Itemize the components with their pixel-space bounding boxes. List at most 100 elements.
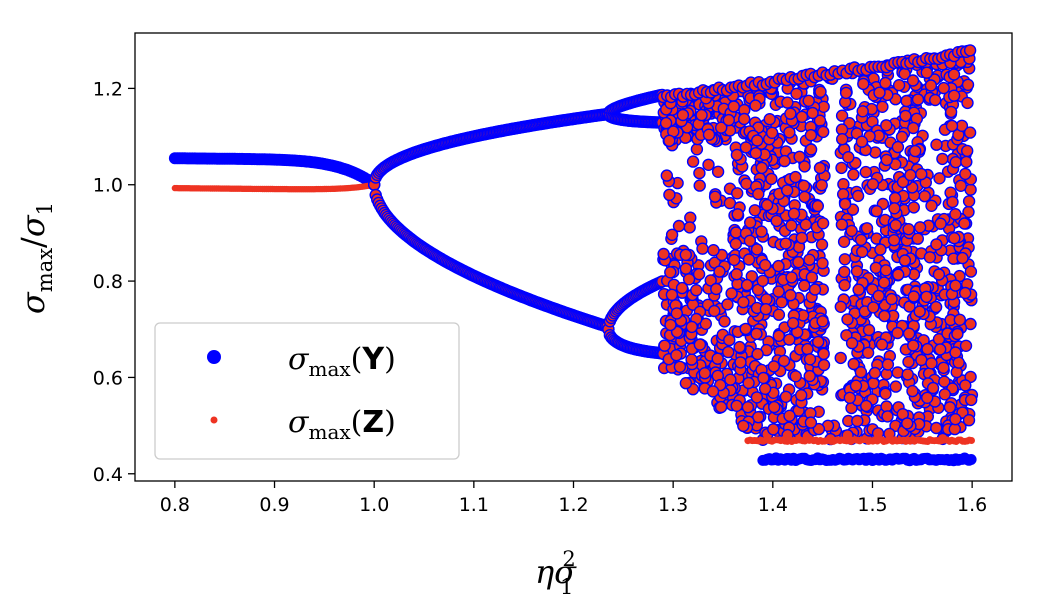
point-chaos	[793, 150, 806, 164]
point-chaos	[849, 379, 863, 392]
point-chaos	[657, 247, 670, 261]
point-chaos	[880, 153, 893, 167]
point-chaos	[711, 165, 725, 179]
point-chaos	[907, 201, 920, 214]
point-chaos	[874, 243, 887, 256]
y-tick-label: 1.0	[93, 175, 123, 197]
point-chaos	[879, 76, 892, 90]
point-chaos	[949, 279, 962, 292]
point-chaos	[949, 413, 962, 426]
point-chaos	[737, 296, 750, 309]
point-chaos	[808, 283, 822, 296]
point-chaos	[937, 81, 950, 95]
point-chaos	[902, 355, 915, 369]
point-chaos	[698, 367, 711, 380]
point-floor-z	[968, 437, 975, 444]
point-chaos	[759, 303, 773, 316]
point-chaos-top	[963, 44, 977, 57]
point-chaos	[702, 128, 716, 141]
point-chaos	[877, 276, 891, 289]
point-chaos	[795, 231, 808, 245]
point-chaos	[856, 105, 869, 118]
point-chaos	[742, 376, 755, 390]
point-chaos	[838, 197, 852, 211]
point-chaos	[888, 191, 902, 205]
point-chaos	[902, 327, 916, 340]
point-chaos	[838, 265, 851, 279]
point-chaos	[872, 289, 885, 303]
point-chaos	[665, 288, 679, 301]
point-chaos	[854, 233, 868, 247]
point-chaos	[730, 268, 743, 281]
point-chaos	[891, 140, 905, 154]
point-chaos	[868, 366, 882, 380]
point-chaos	[798, 190, 811, 204]
point-chaos	[911, 93, 925, 106]
point-chaos	[875, 338, 889, 351]
point-chaos	[837, 187, 850, 201]
point-chaos	[710, 282, 723, 296]
point-chaos	[889, 218, 902, 232]
point-chaos	[816, 315, 829, 328]
point-chaos	[659, 116, 673, 130]
point-chaos	[895, 130, 909, 144]
point-chaos	[806, 106, 819, 120]
point-chaos	[907, 290, 920, 303]
point-chaos	[867, 377, 880, 390]
point-chaos	[924, 79, 938, 92]
point-chaos	[944, 105, 958, 119]
point-chaos	[870, 204, 883, 218]
point-chaos	[692, 268, 706, 281]
point-chaos	[767, 360, 781, 373]
point-chaos	[740, 278, 754, 292]
point-chaos	[949, 207, 962, 221]
x-tick-label: 1.3	[658, 494, 688, 516]
point-chaos	[885, 292, 898, 306]
point-chaos	[850, 265, 864, 278]
point-chaos	[772, 259, 785, 273]
point-chaos	[729, 226, 743, 239]
point-chaos	[724, 373, 737, 386]
point-chaos	[851, 414, 864, 428]
point-chaos	[838, 253, 852, 266]
point-chaos	[901, 368, 914, 381]
point-chaos	[812, 422, 826, 436]
svg-text:ησ12: ησ1 2	[535, 547, 577, 599]
point-chaos	[867, 301, 880, 314]
point-chaos	[959, 286, 972, 300]
point-chaos	[693, 338, 707, 351]
point-chaos	[779, 237, 792, 250]
point-chaos	[889, 380, 902, 393]
point-chaos	[945, 119, 959, 133]
point-chaos	[947, 68, 961, 81]
point-chaos	[812, 335, 825, 349]
point-chaos	[837, 235, 851, 249]
point-chaos	[920, 290, 933, 303]
point-chaos	[722, 345, 735, 359]
point-chaos	[843, 391, 856, 404]
point-chaos	[925, 199, 938, 213]
point-chaos	[896, 175, 910, 189]
point-chaos	[702, 158, 715, 172]
point-chaos	[838, 279, 851, 292]
x-axis-label-main: ησ	[535, 553, 577, 591]
point-chaos	[670, 307, 683, 320]
point-chaos	[881, 410, 894, 423]
point-chaos	[954, 179, 967, 193]
point-chaos	[733, 340, 746, 354]
point-chaos	[852, 283, 865, 296]
point-chaos	[804, 416, 818, 429]
point-chaos	[901, 417, 914, 430]
point-chaos	[835, 218, 849, 231]
point-chaos	[949, 155, 962, 169]
point-chaos	[913, 221, 927, 234]
point-chaos	[891, 366, 904, 379]
point-chaos	[851, 189, 865, 203]
point-chaos	[946, 195, 959, 209]
point-chaos	[727, 100, 740, 113]
point-chaos	[930, 421, 943, 435]
point-chaos	[909, 144, 922, 158]
point-chaos	[859, 165, 872, 179]
point-chaos	[911, 232, 924, 245]
point-chaos	[675, 281, 689, 295]
